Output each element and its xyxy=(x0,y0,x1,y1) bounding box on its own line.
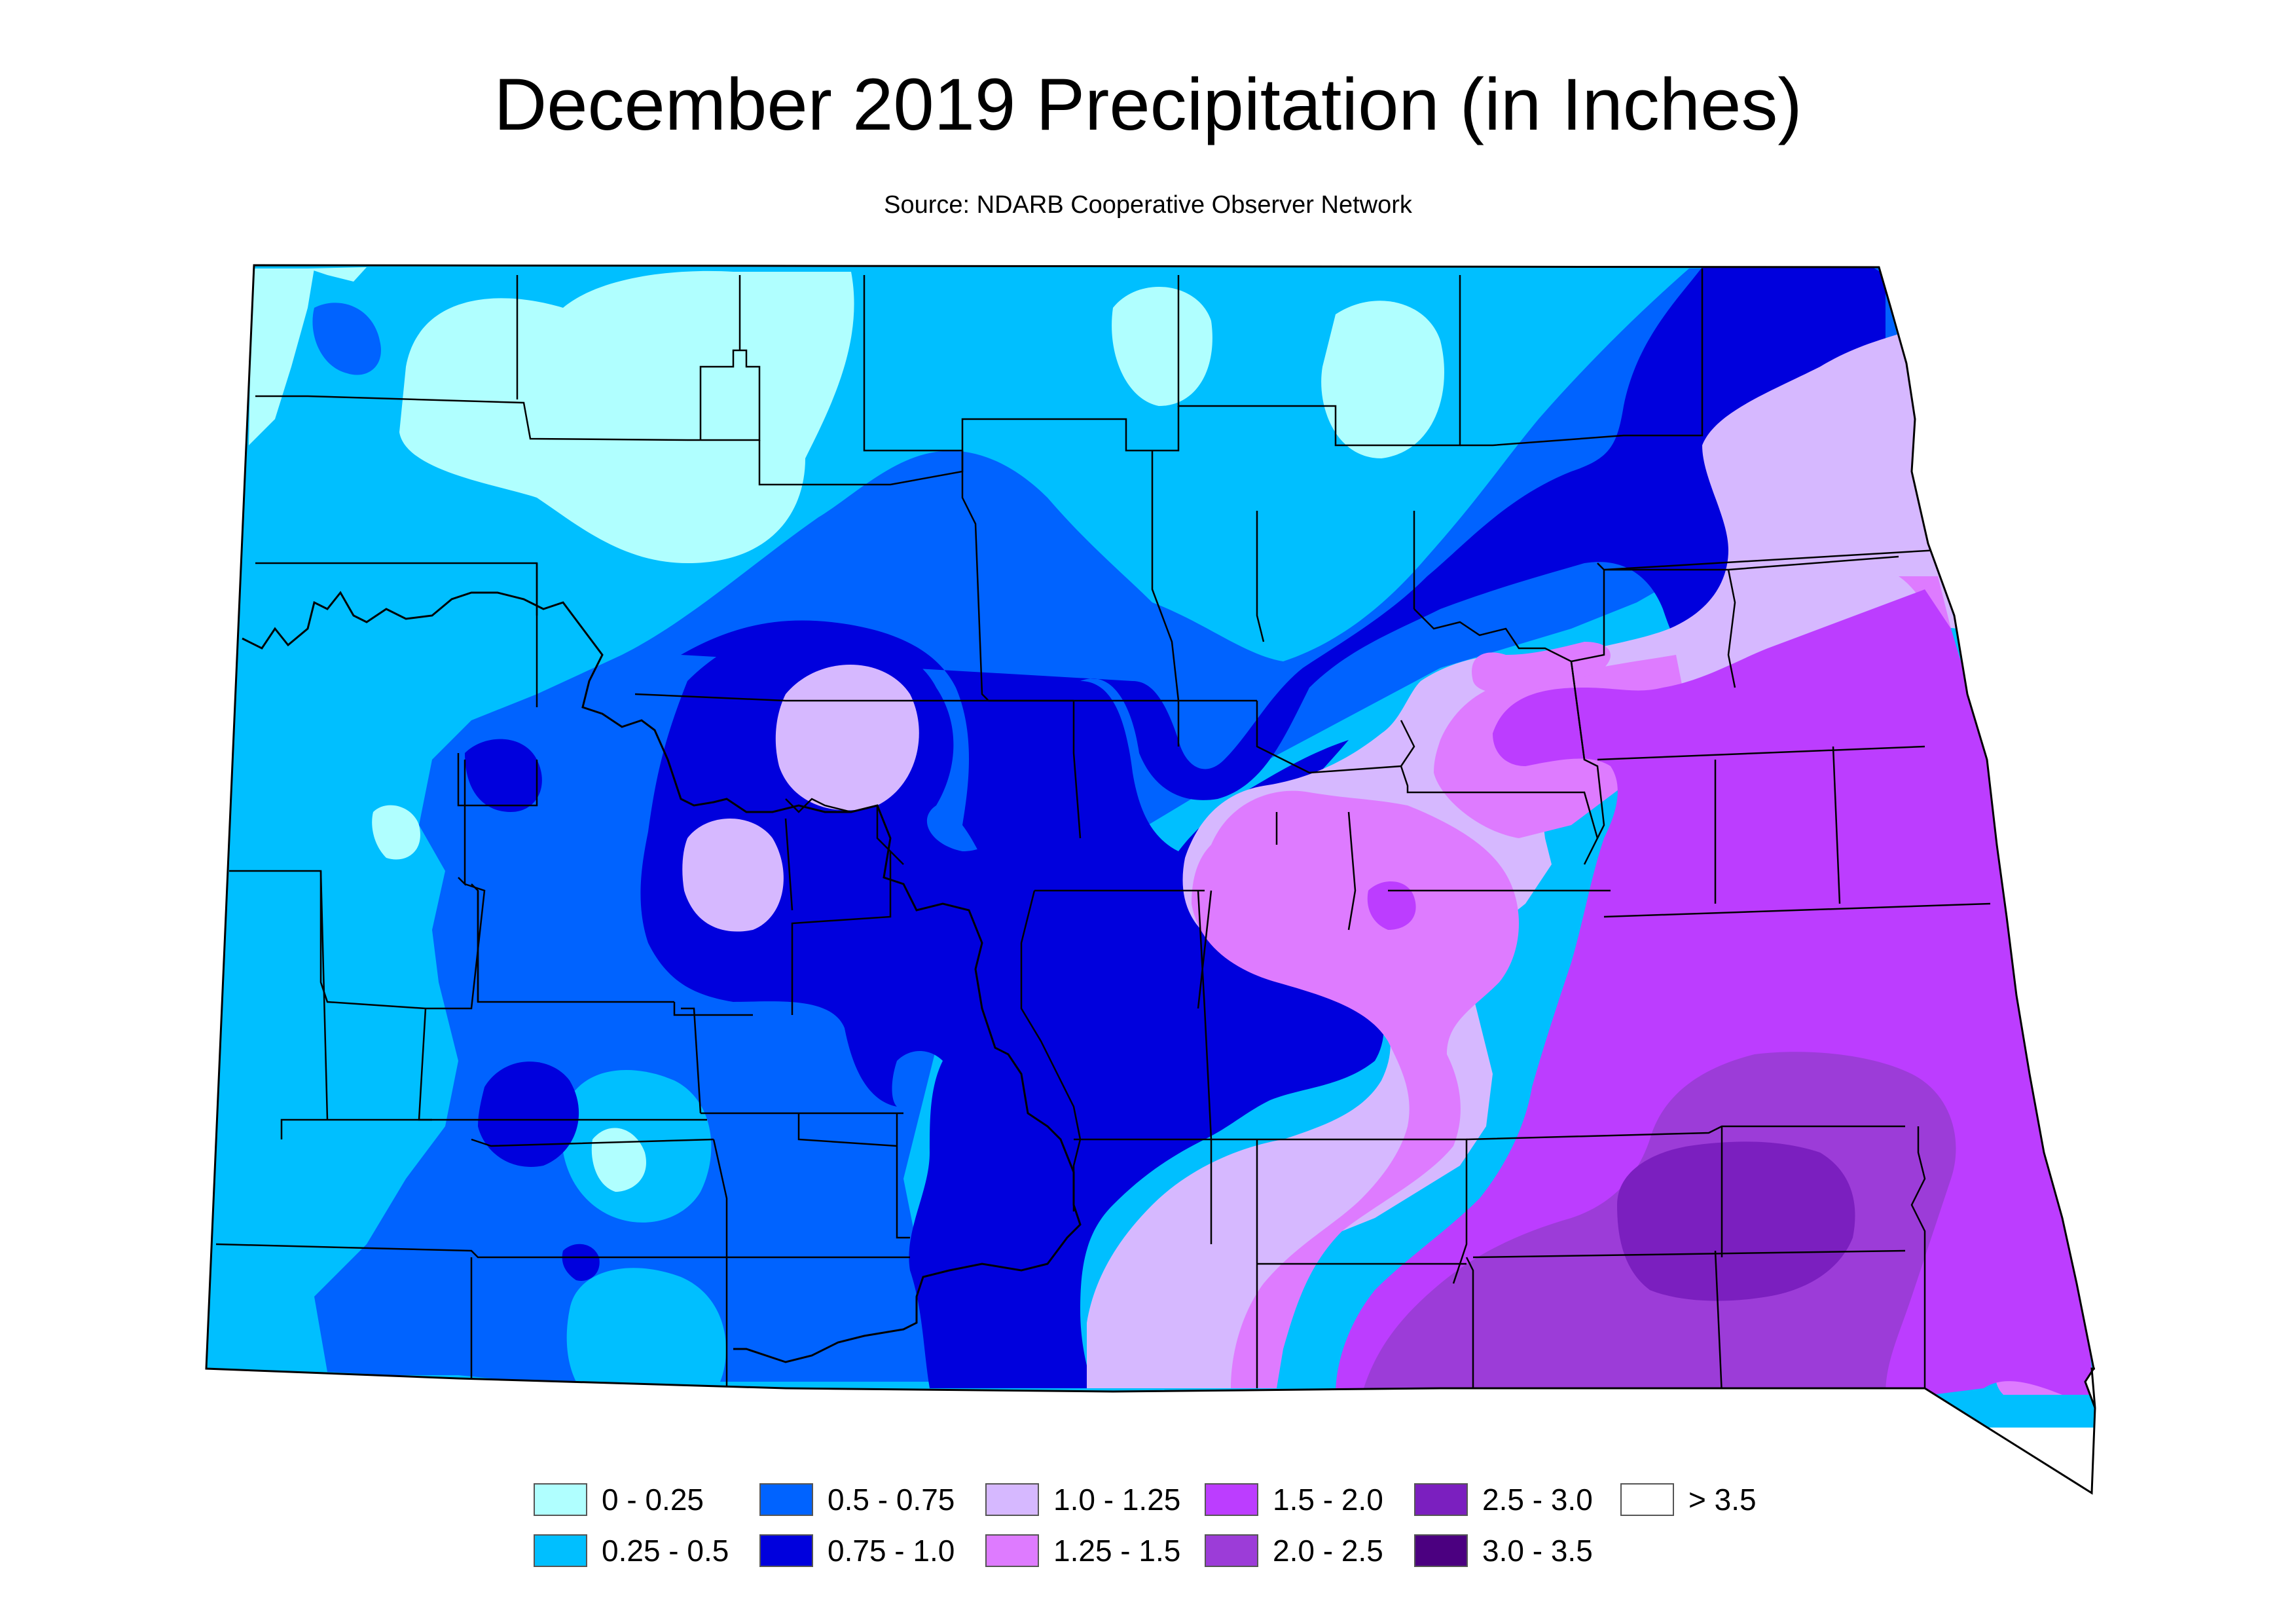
zone-1.25-1.5 xyxy=(1192,790,1519,1388)
precip-fill xyxy=(206,265,2095,1428)
legend-swatch xyxy=(759,1534,813,1567)
legend-item: 0.5 - 0.75 xyxy=(759,1480,955,1519)
state-outline xyxy=(205,264,2096,1495)
zone-0-0.25 xyxy=(249,268,314,445)
zone-0.75-1.0 xyxy=(562,1244,600,1281)
zone-0.75-1.0 xyxy=(478,1061,579,1167)
zone-1.25-1.5 xyxy=(1472,642,1611,694)
legend-label: 0.75 - 1.0 xyxy=(828,1534,955,1568)
legend-item: 0 - 0.25 xyxy=(534,1480,704,1519)
legend-swatch xyxy=(534,1534,587,1567)
legend-swatch xyxy=(985,1534,1039,1567)
zone-0-0.25 xyxy=(372,805,420,860)
legend-label: 0.5 - 0.75 xyxy=(828,1483,955,1517)
legend-item: 1.25 - 1.5 xyxy=(985,1531,1180,1570)
legend-item: 1.0 - 1.25 xyxy=(985,1480,1180,1519)
map-title: December 2019 Precipitation (in Inches) xyxy=(494,64,1802,145)
zone-2.5-3.0 xyxy=(1617,1141,1855,1301)
zone-0-0.25 xyxy=(1321,301,1444,458)
zone-0-0.25 xyxy=(1112,286,1212,406)
zone-0.5-0.75 xyxy=(312,303,381,375)
zone-0.75-1.0 xyxy=(681,267,1886,917)
legend-label: 2.5 - 3.0 xyxy=(1482,1483,1593,1517)
missouri-river xyxy=(242,591,1082,1363)
legend-swatch xyxy=(534,1483,587,1516)
legend-swatch xyxy=(1620,1483,1674,1516)
legend-item: 0.75 - 1.0 xyxy=(759,1531,955,1570)
zone-1.0-1.25 xyxy=(775,665,919,811)
legend-swatch xyxy=(985,1483,1039,1516)
legend-label: 1.25 - 1.5 xyxy=(1053,1534,1181,1568)
zone-1.0-1.25 xyxy=(1087,334,1958,1388)
legend-swatch xyxy=(1205,1483,1258,1516)
legend-swatch xyxy=(759,1483,813,1516)
zone-1.5-2.0 xyxy=(1367,881,1416,930)
legend-item: 0.25 - 0.5 xyxy=(534,1531,729,1570)
legend-item: 2.5 - 3.0 xyxy=(1414,1480,1593,1519)
legend-label: 1.5 - 2.0 xyxy=(1273,1483,1383,1517)
zone-0-0.25 xyxy=(591,1128,646,1192)
legend-swatch xyxy=(1205,1534,1258,1567)
zone-1.0-1.25 xyxy=(682,819,784,932)
zone-0.75-1.0 xyxy=(465,739,542,812)
legend-item: 1.5 - 2.0 xyxy=(1205,1480,1383,1519)
map-subtitle: Source: NDARB Cooperative Observer Netwo… xyxy=(884,191,1412,219)
legend-label: > 3.5 xyxy=(1688,1483,1757,1517)
zone-0.75-1.0 xyxy=(640,629,1384,1388)
legend-item: 3.0 - 3.5 xyxy=(1414,1531,1593,1570)
legend-item: > 3.5 xyxy=(1620,1480,1757,1519)
legend-label: 0 - 0.25 xyxy=(602,1483,704,1517)
zone-0-0.25 xyxy=(308,267,367,282)
legend-item: 2.0 - 2.5 xyxy=(1205,1531,1383,1570)
legend-label: 0.25 - 0.5 xyxy=(602,1534,729,1568)
legend-label: 1.0 - 1.25 xyxy=(1053,1483,1181,1517)
devils-lake xyxy=(1413,608,1572,663)
county-boundaries xyxy=(215,268,1991,1395)
legend-label: 3.0 - 3.5 xyxy=(1482,1534,1593,1568)
legend-swatch xyxy=(1414,1534,1468,1567)
legend-label: 2.0 - 2.5 xyxy=(1273,1534,1383,1568)
zone-0.25-0.5 xyxy=(566,1268,727,1382)
legend-swatch xyxy=(1414,1483,1468,1516)
